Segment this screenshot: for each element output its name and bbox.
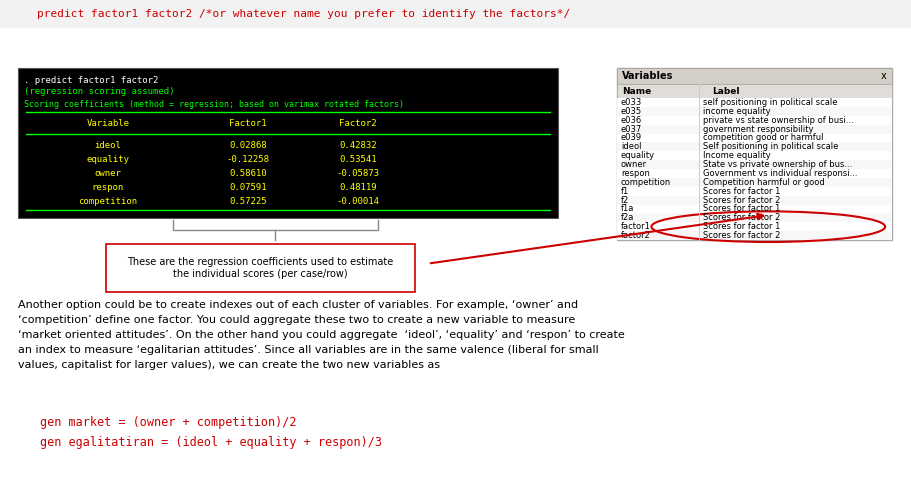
FancyBboxPatch shape	[617, 213, 891, 222]
FancyBboxPatch shape	[617, 98, 891, 107]
Text: e039: e039	[620, 133, 641, 142]
Text: Self positioning in political scale: Self positioning in political scale	[702, 142, 837, 151]
Text: Scores for factor 1: Scores for factor 1	[702, 187, 780, 196]
Text: Scores for factor 1: Scores for factor 1	[702, 204, 780, 213]
Text: factor1: factor1	[620, 222, 650, 231]
FancyBboxPatch shape	[617, 68, 891, 240]
Text: predict factor1 factor2 /*or whatever name you prefer to identify the factors*/: predict factor1 factor2 /*or whatever na…	[10, 9, 569, 19]
Text: Factor1: Factor1	[229, 120, 267, 128]
FancyBboxPatch shape	[617, 204, 891, 213]
Text: Scores for factor 1: Scores for factor 1	[702, 222, 780, 231]
Text: These are the regression coefficients used to estimate
the individual scores (pe: These are the regression coefficients us…	[128, 257, 394, 279]
Text: f1: f1	[620, 187, 629, 196]
FancyBboxPatch shape	[617, 178, 891, 187]
Text: (regression scoring assumed): (regression scoring assumed)	[24, 87, 174, 96]
FancyBboxPatch shape	[617, 187, 891, 196]
Text: -0.12258: -0.12258	[226, 156, 270, 164]
FancyBboxPatch shape	[617, 222, 891, 231]
Text: gen egalitatiran = (ideol + equality + respon)/3: gen egalitatiran = (ideol + equality + r…	[40, 436, 382, 449]
Text: income equality: income equality	[702, 107, 770, 116]
FancyBboxPatch shape	[617, 169, 891, 178]
FancyBboxPatch shape	[617, 160, 891, 169]
Text: -0.00014: -0.00014	[336, 198, 379, 206]
Text: values, capitalist for larger values), we can create the two new variables as: values, capitalist for larger values), w…	[18, 360, 440, 370]
Text: f2a: f2a	[620, 213, 634, 223]
FancyBboxPatch shape	[617, 196, 891, 204]
Text: government responsibility: government responsibility	[702, 124, 813, 134]
Text: equality: equality	[620, 151, 654, 160]
Text: gen market = (owner + competition)/2: gen market = (owner + competition)/2	[40, 416, 296, 429]
Text: Label: Label	[711, 86, 739, 96]
Text: Factor2: Factor2	[339, 120, 376, 128]
Text: 0.53541: 0.53541	[339, 156, 376, 164]
Text: respon: respon	[92, 183, 124, 192]
Text: equality: equality	[87, 156, 129, 164]
Text: Variable: Variable	[87, 120, 129, 128]
Text: e037: e037	[620, 124, 641, 134]
Text: e036: e036	[620, 116, 641, 125]
FancyBboxPatch shape	[0, 0, 911, 28]
FancyBboxPatch shape	[617, 68, 891, 84]
Text: f2: f2	[620, 196, 629, 204]
FancyBboxPatch shape	[617, 134, 891, 142]
Text: ideol: ideol	[95, 142, 121, 150]
FancyBboxPatch shape	[617, 124, 891, 134]
Text: Government vs individual responsi...: Government vs individual responsi...	[702, 169, 856, 178]
Text: competition: competition	[78, 198, 138, 206]
Text: 0.48119: 0.48119	[339, 183, 376, 192]
Text: competition: competition	[620, 178, 670, 187]
Text: e033: e033	[620, 98, 641, 107]
Text: ‘market oriented attitudes’. On the other hand you could aggregate  ‘ideol’, ‘eq: ‘market oriented attitudes’. On the othe…	[18, 330, 624, 340]
Text: 0.42832: 0.42832	[339, 142, 376, 150]
Text: 0.58610: 0.58610	[229, 169, 267, 179]
Text: Scores for factor 2: Scores for factor 2	[702, 213, 780, 223]
Text: factor2: factor2	[620, 231, 650, 240]
Text: -0.05873: -0.05873	[336, 169, 379, 179]
Text: Competition harmful or good: Competition harmful or good	[702, 178, 824, 187]
Text: e035: e035	[620, 107, 641, 116]
Text: State vs private ownership of bus...: State vs private ownership of bus...	[702, 160, 851, 169]
FancyBboxPatch shape	[617, 107, 891, 116]
Text: 0.57225: 0.57225	[229, 198, 267, 206]
Text: competition good or harmful: competition good or harmful	[702, 133, 823, 142]
Text: Variables: Variables	[621, 71, 672, 81]
Text: . predict factor1 factor2: . predict factor1 factor2	[24, 76, 159, 85]
Text: 0.07591: 0.07591	[229, 183, 267, 192]
Text: Income equality: Income equality	[702, 151, 770, 160]
Text: owner: owner	[95, 169, 121, 179]
Text: Name: Name	[621, 86, 650, 96]
Text: ‘competition’ define one factor. You could aggregate these two to create a new v: ‘competition’ define one factor. You cou…	[18, 315, 575, 325]
Text: owner: owner	[620, 160, 647, 169]
Text: x: x	[880, 71, 885, 81]
Text: Scores for factor 2: Scores for factor 2	[702, 231, 780, 240]
FancyBboxPatch shape	[617, 151, 891, 160]
Text: f1a: f1a	[620, 204, 634, 213]
FancyBboxPatch shape	[617, 84, 891, 98]
Text: respon: respon	[620, 169, 650, 178]
Text: an index to measure ‘egalitarian attitudes’. Since all variables are in the same: an index to measure ‘egalitarian attitud…	[18, 345, 599, 355]
FancyBboxPatch shape	[106, 244, 415, 292]
Text: private vs state ownership of busi...: private vs state ownership of busi...	[702, 116, 853, 125]
Text: Another option could be to create indexes out of each cluster of variables. For : Another option could be to create indexe…	[18, 300, 578, 310]
Text: ideol: ideol	[620, 142, 640, 151]
FancyBboxPatch shape	[617, 231, 891, 240]
Text: 0.02868: 0.02868	[229, 142, 267, 150]
FancyBboxPatch shape	[617, 116, 891, 124]
Text: self positioning in political scale: self positioning in political scale	[702, 98, 836, 107]
Text: Scoring coefficients (method = regression; based on varimax rotated factors): Scoring coefficients (method = regressio…	[24, 100, 404, 109]
Text: Scores for factor 2: Scores for factor 2	[702, 196, 780, 204]
FancyBboxPatch shape	[18, 68, 558, 218]
FancyBboxPatch shape	[617, 142, 891, 151]
